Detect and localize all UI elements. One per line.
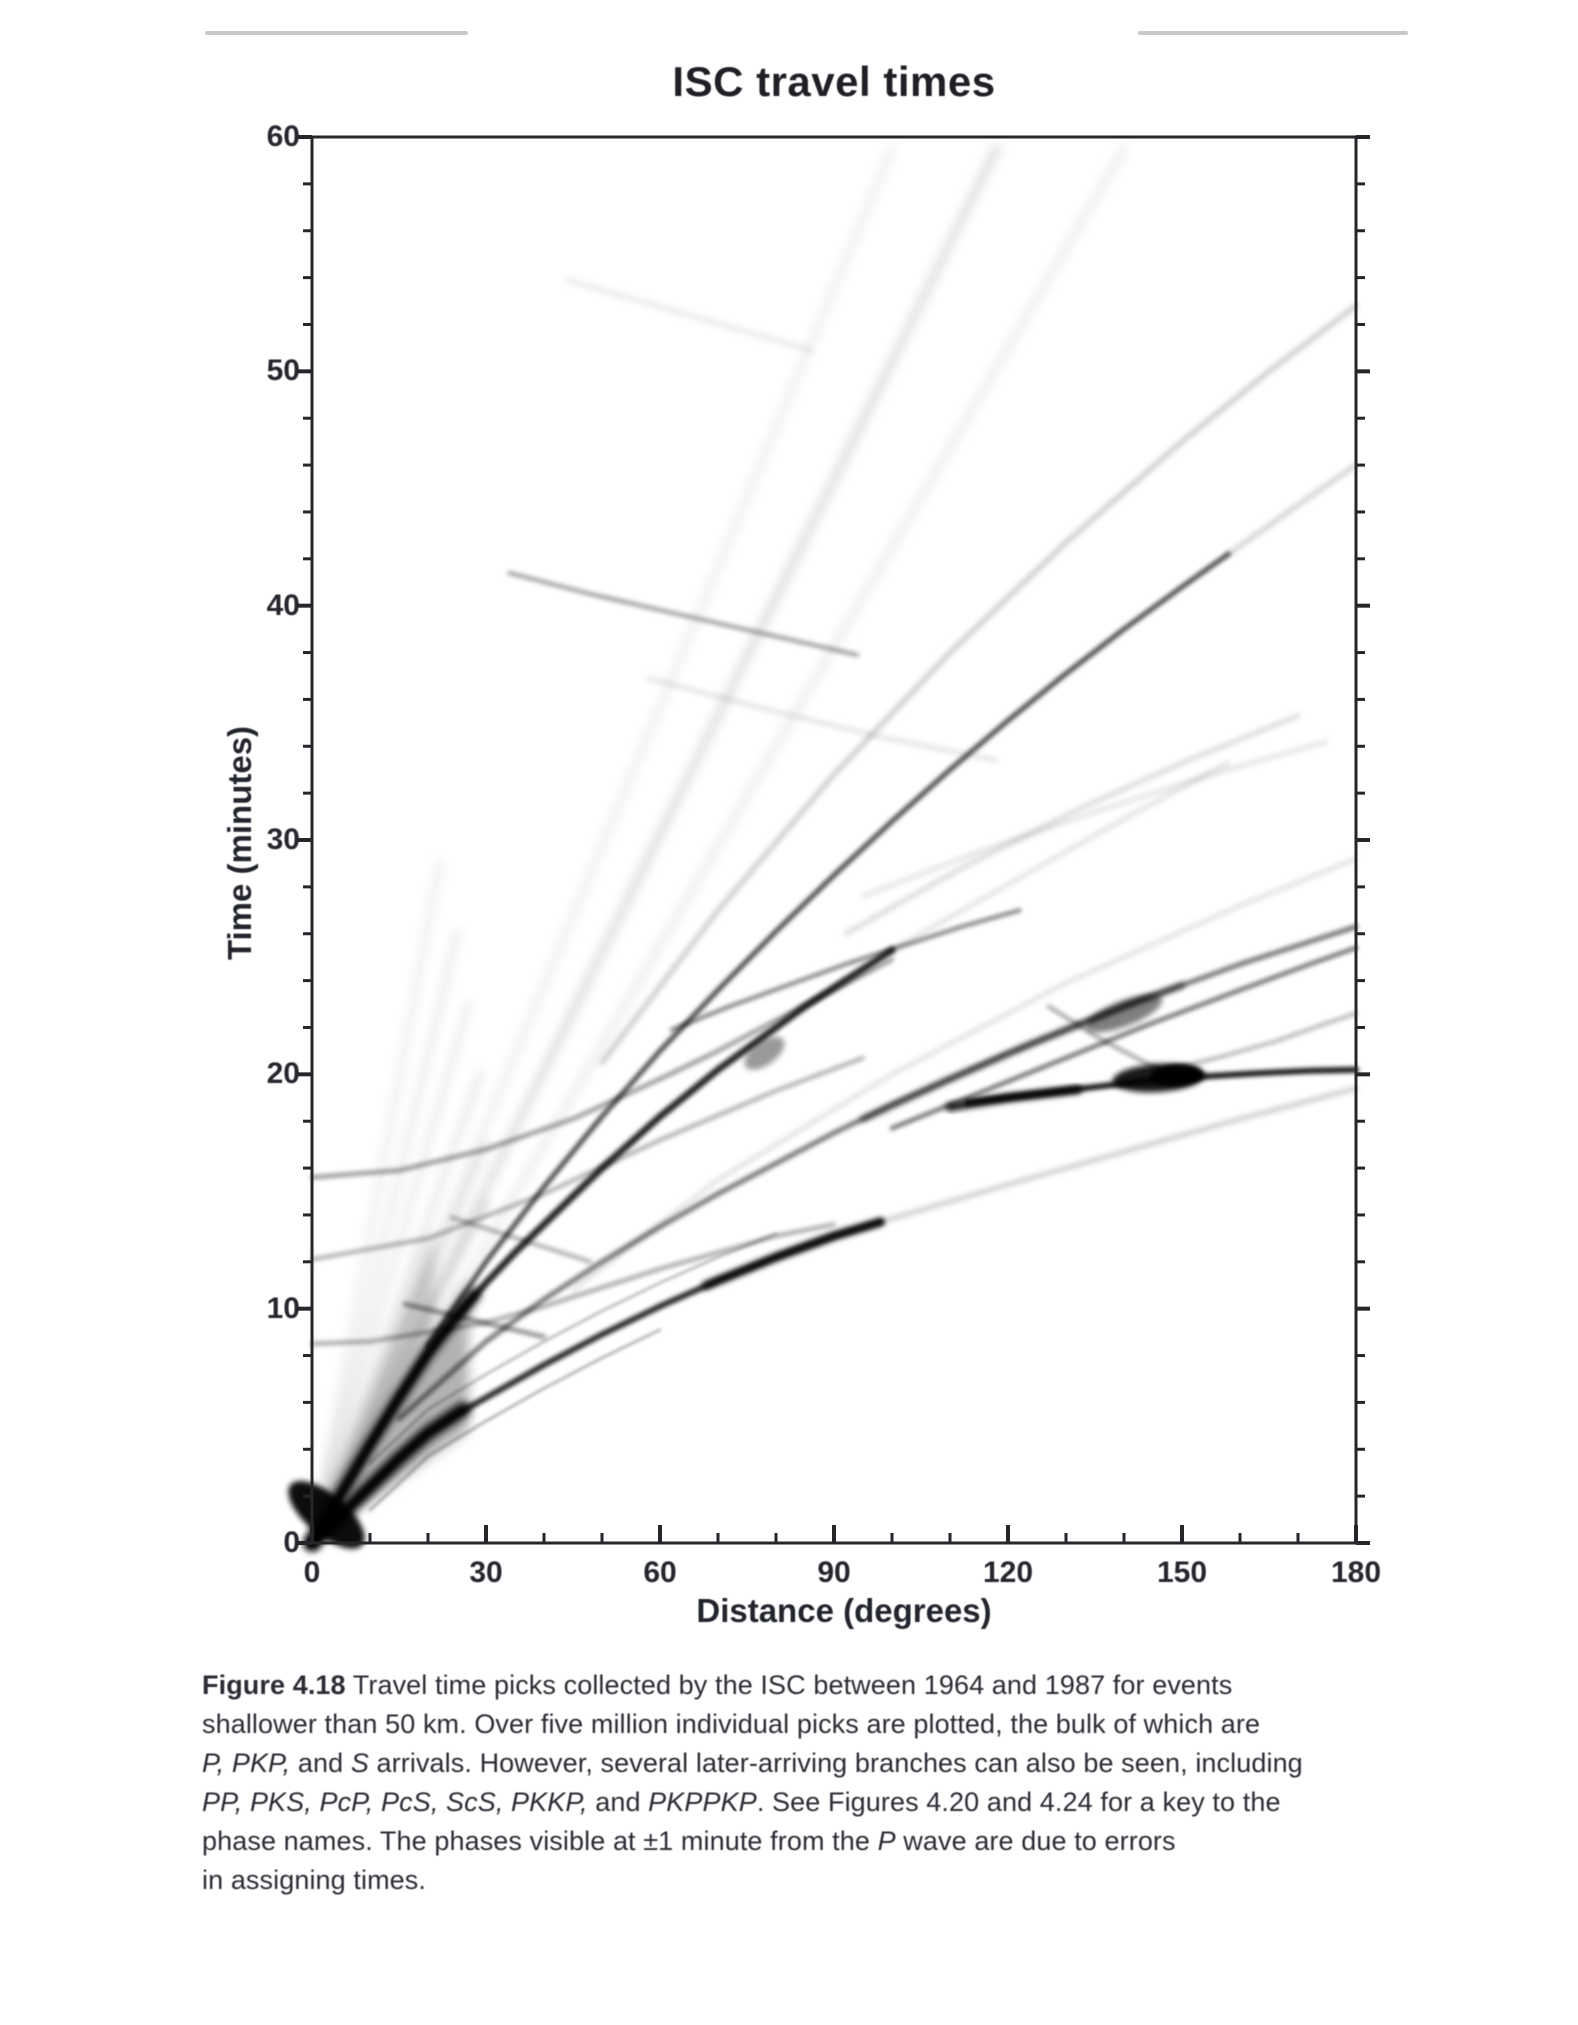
branch-fan-ray-2 [308, 1141, 490, 1547]
caption-segment: phase names. The phases visible at ±1 mi… [202, 1826, 878, 1856]
branch-LR-surface-wave [307, 144, 1001, 1548]
caption-segment: P, PKP, [202, 1748, 291, 1778]
page-top-rule-left [205, 31, 468, 35]
chart-title: ISC travel times [672, 58, 996, 105]
branch-SKKS [861, 740, 1329, 898]
y-axis-label: Time (minutes) [221, 725, 258, 961]
branch-upper-faint-streak [565, 278, 813, 353]
x-tick-label: 90 [817, 1556, 851, 1589]
branch-fan-ray-3 [308, 1070, 484, 1547]
x-tick-label: 30 [469, 1556, 503, 1589]
branch-SKP [889, 945, 1359, 1131]
branch-ScS [310, 957, 894, 1180]
y-tick-label: 20 [266, 1057, 300, 1091]
caption-segment: P [877, 1826, 896, 1856]
branch-PKP-ab [1157, 1011, 1358, 1074]
caption-line: phase names. The phases visible at ±1 mi… [202, 1822, 1362, 1861]
branch-fan-ray-5 [308, 929, 461, 1547]
caption-segment: arrivals. However, several later-arrivin… [368, 1748, 1303, 1778]
figure-caption: Figure 4.18 Travel time picks collected … [202, 1666, 1362, 1900]
x-tick-label: 120 [982, 1556, 1034, 1589]
y-tick-label: 50 [266, 354, 300, 388]
x-tick-label: 0 [303, 1556, 321, 1589]
branch-SKS [669, 908, 1022, 1032]
branch-PKP-dense-start [945, 1085, 1083, 1112]
branch-fan-ray-4 [308, 1000, 473, 1547]
x-tick-label: 180 [1330, 1556, 1382, 1589]
caption-line: in assigning times. [202, 1861, 1362, 1900]
branch-PPP [571, 857, 1358, 1292]
caption-segment: S [350, 1748, 369, 1778]
wedge-near-origin-shading [312, 1226, 434, 1543]
caption-segment: PKPPKP [648, 1787, 757, 1817]
y-tick-label: 0 [283, 1526, 300, 1559]
branch-SSS [600, 303, 1358, 1065]
caption-segment: shallower than 50 km. Over five million … [202, 1709, 1261, 1739]
caption-segment: . See Figures 4.20 and 4.24 for a key to… [756, 1787, 1281, 1817]
branch-PKKP [646, 676, 998, 762]
caption-segment: in assigning times. [202, 1865, 427, 1895]
blob-s-knot [744, 1036, 785, 1070]
caption-segment: PP, PKS, PcP, PcS, ScS, PKKP, [202, 1787, 588, 1817]
x-tick-label: 60 [643, 1556, 677, 1589]
caption-line: PP, PKS, PcP, PcS, ScS, PKKP, and PKPPKP… [202, 1783, 1362, 1822]
caption-line: Figure 4.18 Travel time picks collected … [202, 1666, 1362, 1705]
branch-P-minus-1min-errors [368, 1328, 662, 1512]
branch-SS [425, 551, 1231, 1349]
branch-SS-faint-extension [1226, 463, 1358, 556]
branch-PKPPKP [507, 570, 860, 657]
caption-segment: Figure 4.18 [202, 1670, 346, 1700]
blob-pkp-caustic-core [1150, 1064, 1203, 1087]
branch-Pdiff [878, 1086, 1358, 1224]
branch-P-dense-far [701, 1217, 885, 1290]
branch-PKP-bc-back-branch [1046, 1004, 1161, 1072]
branch-LQ-surface-wave [308, 145, 1128, 1547]
y-tick-label: 10 [266, 1291, 300, 1325]
y-tick-label: 30 [266, 823, 300, 856]
branch-Sdiff [890, 761, 1230, 952]
branch-fan-ray-1 [308, 1199, 490, 1547]
x-axis-label: Distance (degrees) [696, 1592, 992, 1629]
branch-P-plus-1min-errors [368, 1232, 778, 1465]
y-tick-label: 60 [266, 120, 300, 154]
branch-PS [843, 714, 1300, 936]
branch-LR-inner [308, 145, 896, 1547]
branch-fan-ray-6 [308, 859, 444, 1547]
y-tick-label: 40 [266, 588, 300, 622]
blob-origin-core [288, 1480, 365, 1549]
x-tick-label: 150 [1156, 1556, 1208, 1589]
caption-segment: Travel time picks collected by the ISC b… [345, 1670, 1233, 1700]
caption-segment: wave are due to errors [895, 1826, 1176, 1856]
page-top-rule-right [1138, 31, 1408, 35]
caption-line: shallower than 50 km. Over five million … [202, 1705, 1362, 1744]
blob-pp-knot [1085, 994, 1163, 1033]
caption-line: P, PKP, and S arrivals. However, several… [202, 1744, 1362, 1783]
caption-segment: and [290, 1748, 351, 1778]
caption-segment: and [587, 1787, 649, 1817]
